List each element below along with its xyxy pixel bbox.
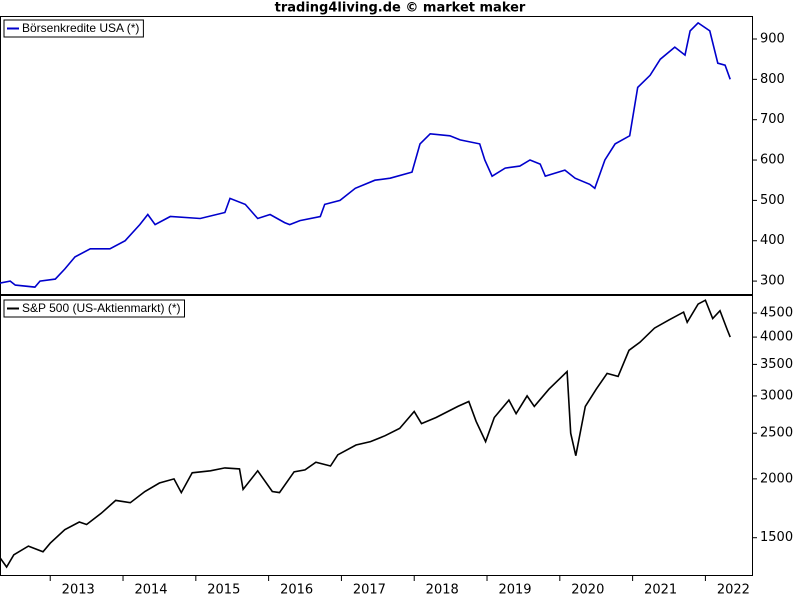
legend-box: [3, 19, 144, 38]
legend-label: S&P 500 (US-Aktienmarkt) (*): [22, 301, 181, 315]
y-tick-label: 700: [760, 112, 785, 127]
y-tick-label: 1500: [760, 530, 793, 545]
x-tick-label: 2021: [644, 583, 677, 598]
legend-label: Börsenkredite USA (*): [22, 21, 139, 35]
y-tick-label: 4000: [760, 330, 793, 345]
x-tick-label: 2015: [207, 583, 240, 598]
x-tick-label: 2022: [717, 583, 750, 598]
x-tick-label: 2018: [426, 583, 459, 598]
y-tick-label: 500: [760, 193, 785, 208]
chart-title: trading4living.de © market maker: [275, 1, 526, 16]
y-tick-label: 300: [760, 274, 785, 289]
x-tick-label: 2013: [62, 583, 95, 598]
y-tick-label: 3000: [760, 388, 793, 403]
y-tick-label: 400: [760, 233, 785, 248]
y-tick-label: 2500: [760, 426, 793, 441]
legend-box: [3, 299, 185, 318]
y-tick-label: 900: [760, 31, 785, 46]
y-tick-label: 800: [760, 72, 785, 87]
x-tick-label: 2016: [280, 583, 313, 598]
y-tick-label: 2000: [760, 471, 793, 486]
data-line: [0, 21, 731, 288]
x-tick-label: 2019: [498, 583, 531, 598]
data-line: [0, 299, 731, 569]
y-tick-label: 4500: [760, 306, 793, 321]
legend: S&P 500 (US-Aktienmarkt) (*): [3, 299, 185, 318]
x-tick-label: 2020: [571, 583, 604, 598]
x-tick-label: 2017: [353, 583, 386, 598]
y-tick-label: 3500: [760, 357, 793, 372]
y-tick-label: 600: [760, 153, 785, 168]
legend: Börsenkredite USA (*): [3, 19, 144, 38]
x-tick-label: 2014: [134, 583, 167, 598]
